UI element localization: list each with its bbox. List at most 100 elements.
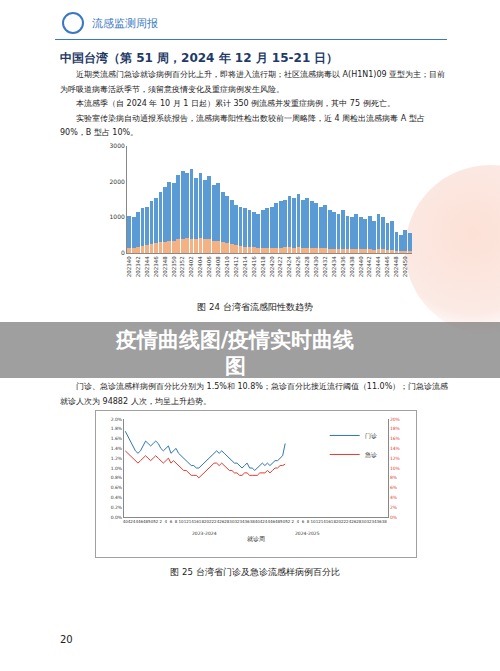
svg-text:202434: 202434: [331, 256, 337, 277]
svg-text:44: 44: [133, 519, 139, 524]
svg-text:44: 44: [265, 519, 271, 524]
svg-text:20%: 20%: [390, 417, 401, 422]
svg-text:26: 26: [219, 519, 225, 524]
svg-text:2: 2: [292, 519, 295, 524]
svg-text:就诊周: 就诊周: [247, 535, 265, 542]
svg-text:10: 10: [179, 519, 185, 524]
svg-text:28: 28: [224, 519, 230, 524]
svg-text:202408: 202408: [215, 256, 221, 277]
svg-text:30: 30: [229, 519, 235, 524]
svg-text:202432: 202432: [322, 256, 328, 277]
svg-text:1.0%: 1.0%: [111, 466, 123, 471]
svg-text:202410: 202410: [224, 256, 230, 277]
svg-text:6: 6: [170, 519, 173, 524]
svg-text:2024-2025: 2024-2025: [295, 531, 320, 536]
svg-text:48: 48: [143, 519, 149, 524]
svg-text:202444: 202444: [375, 256, 381, 277]
svg-text:202404: 202404: [197, 256, 203, 277]
svg-text:40: 40: [123, 519, 129, 524]
svg-text:50: 50: [280, 519, 286, 524]
svg-text:36: 36: [377, 519, 383, 524]
svg-text:202422: 202422: [277, 256, 283, 277]
svg-text:38: 38: [382, 519, 388, 524]
svg-text:28: 28: [356, 519, 362, 524]
svg-text:26: 26: [351, 519, 357, 524]
svg-text:1000: 1000: [110, 213, 125, 220]
svg-text:202402: 202402: [188, 256, 194, 277]
svg-text:202440: 202440: [358, 256, 364, 277]
svg-text:2: 2: [160, 519, 163, 524]
svg-text:12%: 12%: [390, 456, 401, 461]
svg-text:202430: 202430: [313, 256, 319, 277]
svg-text:急诊: 急诊: [364, 451, 377, 458]
svg-text:36: 36: [245, 519, 251, 524]
svg-text:34: 34: [371, 519, 377, 524]
svg-text:0.0%: 0.0%: [111, 515, 123, 520]
svg-text:20: 20: [204, 519, 210, 524]
svg-text:202448: 202448: [393, 256, 399, 277]
svg-text:52: 52: [285, 519, 291, 524]
svg-text:202344: 202344: [144, 256, 150, 277]
svg-text:4%: 4%: [390, 495, 398, 500]
svg-text:2000: 2000: [110, 178, 125, 185]
svg-text:202350: 202350: [171, 256, 177, 277]
svg-text:14%: 14%: [390, 446, 401, 451]
svg-text:202420: 202420: [269, 256, 275, 277]
svg-text:0.8%: 0.8%: [111, 475, 123, 480]
svg-text:202428: 202428: [304, 256, 310, 277]
svg-text:202418: 202418: [260, 256, 266, 277]
svg-text:6%: 6%: [390, 485, 398, 490]
svg-text:8: 8: [307, 519, 310, 524]
svg-text:16: 16: [194, 519, 200, 524]
svg-text:0%: 0%: [390, 515, 398, 520]
svg-text:2.0%: 2.0%: [111, 417, 123, 422]
svg-text:0: 0: [121, 249, 125, 256]
svg-text:32: 32: [234, 519, 240, 524]
svg-text:40: 40: [255, 519, 261, 524]
svg-text:1.8%: 1.8%: [111, 426, 123, 431]
svg-text:16: 16: [326, 519, 332, 524]
svg-text:14: 14: [189, 519, 195, 524]
svg-text:46: 46: [138, 519, 144, 524]
svg-text:30: 30: [361, 519, 367, 524]
svg-text:202450: 202450: [402, 256, 408, 277]
svg-text:202348: 202348: [162, 256, 168, 277]
svg-text:12: 12: [316, 519, 322, 524]
svg-text:20: 20: [336, 519, 342, 524]
svg-text:202340: 202340: [126, 256, 132, 277]
svg-text:202416: 202416: [251, 256, 257, 277]
svg-text:52: 52: [153, 519, 159, 524]
svg-text:14: 14: [321, 519, 327, 524]
svg-text:24: 24: [346, 519, 352, 524]
svg-text:10: 10: [311, 519, 317, 524]
svg-text:8%: 8%: [390, 475, 398, 480]
svg-text:202442: 202442: [366, 256, 372, 277]
svg-text:22: 22: [209, 519, 215, 524]
svg-text:18%: 18%: [390, 426, 401, 431]
svg-text:18: 18: [199, 519, 205, 524]
svg-text:8: 8: [175, 519, 178, 524]
svg-text:50: 50: [148, 519, 154, 524]
svg-text:2%: 2%: [390, 505, 398, 510]
svg-text:16%: 16%: [390, 436, 401, 441]
svg-text:门诊: 门诊: [365, 432, 377, 439]
svg-text:38: 38: [250, 519, 256, 524]
svg-text:1.4%: 1.4%: [111, 446, 123, 451]
svg-text:1.6%: 1.6%: [111, 436, 123, 441]
svg-text:202406: 202406: [206, 256, 212, 277]
svg-text:22: 22: [341, 519, 347, 524]
svg-text:42: 42: [260, 519, 266, 524]
svg-text:1.2%: 1.2%: [111, 456, 123, 461]
svg-text:6: 6: [302, 519, 305, 524]
svg-text:0.2%: 0.2%: [111, 505, 123, 510]
svg-text:0.6%: 0.6%: [111, 485, 123, 490]
svg-text:32: 32: [366, 519, 372, 524]
svg-text:46: 46: [270, 519, 276, 524]
svg-text:202426: 202426: [295, 256, 301, 277]
svg-text:3000: 3000: [110, 142, 125, 149]
svg-text:42: 42: [128, 519, 134, 524]
svg-text:48: 48: [275, 519, 281, 524]
svg-text:202342: 202342: [135, 256, 141, 277]
svg-text:202438: 202438: [349, 256, 355, 277]
svg-text:202346: 202346: [153, 256, 159, 277]
